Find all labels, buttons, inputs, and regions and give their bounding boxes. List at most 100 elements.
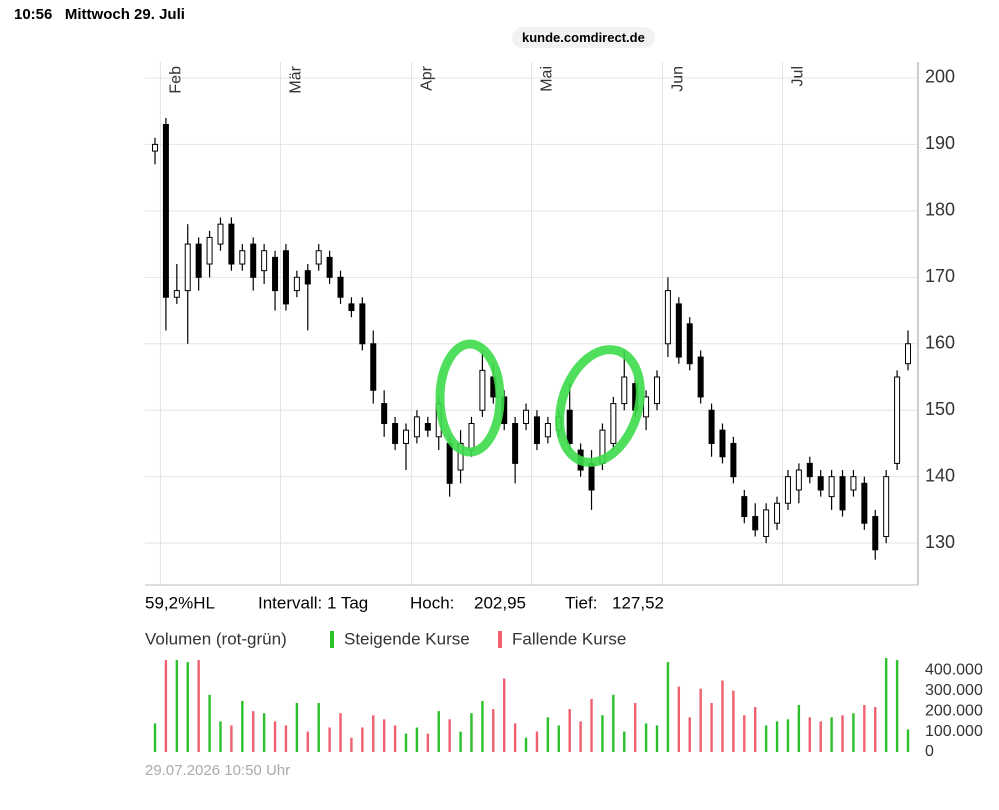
timestamp: 29.07.2026 10:50 Uhr <box>145 762 290 779</box>
candle-body <box>828 476 835 498</box>
y-tick-label: 0 <box>925 743 934 760</box>
y-tick-label: 150 <box>925 399 955 419</box>
candle-body <box>217 223 224 245</box>
volume-bar <box>819 721 822 752</box>
candle-body <box>162 123 169 298</box>
volume-bar <box>852 713 855 752</box>
volume-bar <box>743 715 746 752</box>
volume-bar <box>764 725 768 752</box>
y-tick-label: 140 <box>925 465 955 485</box>
time: 10:56 <box>14 6 53 23</box>
volume-bar <box>459 731 462 752</box>
volume-bar <box>601 715 604 752</box>
volume-bar <box>481 700 484 752</box>
volume-bar <box>863 705 866 752</box>
volume-bar <box>535 731 539 752</box>
candle-body <box>839 476 846 511</box>
candle-body <box>708 409 715 444</box>
volume-bar <box>884 658 888 752</box>
volume-bar <box>644 723 648 752</box>
stat: Intervall: 1 Tag <box>258 593 368 612</box>
volume-bar <box>208 694 211 752</box>
volume-bar <box>252 711 255 752</box>
volume-bar <box>895 660 899 752</box>
candle-body <box>523 409 530 425</box>
legend-label: Steigende Kurse <box>344 629 470 648</box>
candle-body <box>675 303 682 358</box>
volume-bar <box>579 721 582 752</box>
y-tick-label: 190 <box>925 133 955 153</box>
candle-body <box>512 423 519 464</box>
candle-body <box>457 442 464 471</box>
candle-body <box>315 250 322 265</box>
volume-bar <box>797 705 801 752</box>
candle-body <box>883 476 890 537</box>
volume-bar <box>830 717 833 752</box>
volume-bar <box>470 713 473 752</box>
candle-body <box>894 376 901 464</box>
candle-body <box>173 290 180 298</box>
candle-body <box>697 356 704 398</box>
candle-body <box>359 303 366 345</box>
volume-bar <box>666 662 670 752</box>
volume-bar <box>230 725 233 752</box>
x-tick-label: Feb <box>168 66 185 94</box>
y-tick-label: 100.000 <box>925 723 983 740</box>
x-tick-label: Jul <box>790 66 807 86</box>
candle-body <box>261 250 268 272</box>
candle-body <box>293 276 300 292</box>
stat: Hoch: <box>410 593 454 612</box>
candle-body <box>304 270 311 285</box>
stat: 59,2%HL <box>145 593 215 612</box>
candle-body <box>468 423 475 451</box>
candle-body <box>795 469 802 491</box>
volume-bar <box>710 702 713 752</box>
volume-bar <box>557 725 560 752</box>
candle-body <box>392 423 399 444</box>
candle-body <box>533 416 540 444</box>
volume-bar <box>262 713 266 752</box>
volume-bar <box>415 727 419 752</box>
volume-bar <box>688 717 691 752</box>
candle-body <box>806 462 813 478</box>
stat: 127,52 <box>612 593 664 612</box>
volume-bar <box>754 707 757 752</box>
candle-body <box>413 416 420 438</box>
volume-bar <box>699 688 702 752</box>
candle-body <box>424 423 431 431</box>
volume-bar <box>524 737 528 752</box>
stat: Tief: <box>565 593 597 612</box>
x-tick-label: Mai <box>539 66 556 92</box>
candle-body <box>643 396 650 418</box>
candle-body <box>872 516 879 551</box>
candle-body <box>610 403 617 444</box>
y-tick-label: 400.000 <box>925 662 983 679</box>
y-tick-label: 200 <box>925 67 955 87</box>
candle-body <box>686 323 693 365</box>
volume-bar <box>786 719 790 752</box>
volume-bar <box>306 731 309 752</box>
volume-bar <box>808 717 811 752</box>
x-tick-label: Apr <box>419 65 436 91</box>
candle-body <box>588 462 595 491</box>
candle-body <box>861 482 868 524</box>
y-tick-label: 200.000 <box>925 702 983 719</box>
volume-bar <box>339 713 342 752</box>
y-tick-label: 160 <box>925 333 955 353</box>
legend-label: Fallende Kurse <box>512 629 626 648</box>
candle-body <box>326 256 333 278</box>
volume-bar <box>372 715 375 752</box>
y-tick-label: 180 <box>925 200 955 220</box>
volume-bar <box>186 662 189 752</box>
candle-body <box>206 236 213 265</box>
volume-bar <box>404 733 408 752</box>
volume-bar <box>841 715 844 752</box>
candle-body <box>250 243 257 278</box>
volume-bar <box>721 680 724 752</box>
x-tick-label: Mär <box>288 65 305 93</box>
x-tick-label: Jun <box>670 66 687 92</box>
candle-body <box>337 276 344 298</box>
url-bar[interactable]: kunde.comdirect.de <box>512 27 655 48</box>
candle-body <box>566 409 573 444</box>
